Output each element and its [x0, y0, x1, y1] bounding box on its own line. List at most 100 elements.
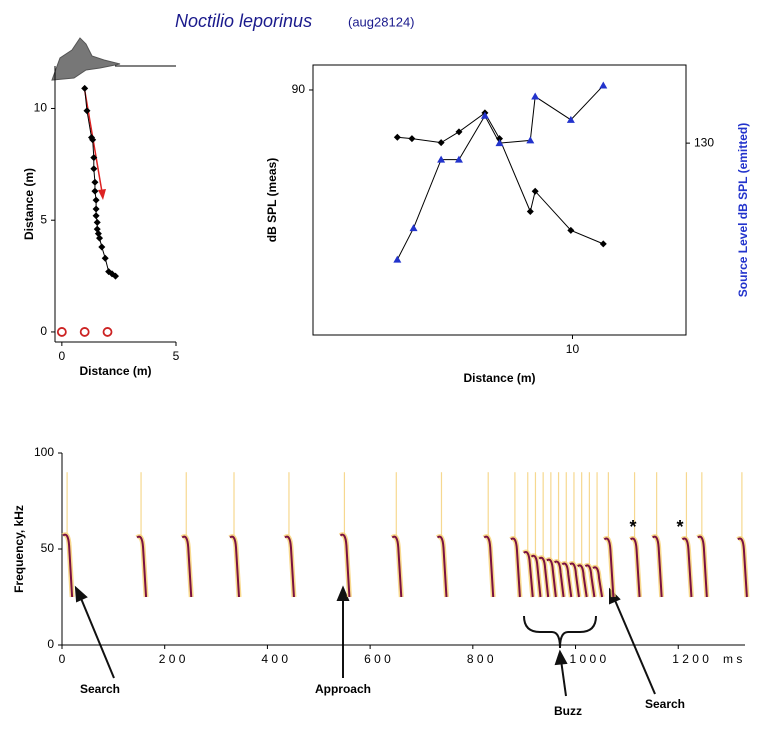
point [531, 187, 539, 195]
x-tick-label: 0 [59, 349, 66, 363]
point [409, 224, 418, 232]
x-tick-label: 1 2 0 0 [672, 652, 709, 666]
x-tick-label: 8 0 0 [467, 652, 494, 666]
point [91, 187, 99, 195]
call [546, 558, 557, 598]
point [437, 139, 445, 147]
buzz-brace [523, 615, 597, 649]
x-tick-label: 5 [173, 349, 180, 363]
arrow-head [554, 649, 568, 666]
call [181, 535, 193, 598]
call [592, 566, 604, 598]
x-axis-label: Distance (m) [463, 371, 535, 385]
point [495, 139, 504, 147]
point [112, 272, 119, 280]
y-tick-label: 5 [40, 212, 47, 226]
call [483, 535, 495, 598]
arrow [613, 597, 656, 695]
call [569, 562, 580, 598]
call [339, 533, 351, 598]
point [480, 111, 489, 119]
y-tick-label: 100 [34, 445, 54, 459]
call [681, 537, 693, 598]
arrow-head [74, 585, 88, 603]
call [561, 562, 573, 598]
point [79, 327, 90, 337]
call [510, 537, 521, 598]
x-tick-label: 0 [59, 652, 66, 666]
point [437, 155, 446, 163]
y2-tick-label: 130 [694, 135, 714, 149]
y-tick-label: 0 [47, 637, 54, 651]
call [523, 550, 534, 598]
y-tick-label: 90 [292, 82, 306, 96]
point [526, 207, 534, 215]
annotation: * [629, 517, 636, 537]
point [83, 107, 91, 115]
call [284, 535, 295, 598]
point [90, 165, 98, 173]
subtitle: (aug28124) [348, 14, 415, 29]
arrow [560, 659, 567, 697]
point [101, 254, 109, 262]
x-tick-label: 2 0 0 [159, 652, 186, 666]
point [98, 243, 106, 251]
y-axis-label: dB SPL (meas) [265, 158, 279, 242]
x-unit: m s [723, 652, 742, 666]
point [56, 327, 67, 337]
annotation: Search [80, 682, 120, 696]
point [567, 226, 575, 234]
y-axis-label: Distance (m) [22, 168, 36, 240]
series-line [397, 112, 604, 245]
call [136, 535, 148, 598]
point [92, 212, 100, 220]
point [90, 154, 98, 162]
arrow-head [336, 585, 350, 601]
title: Noctilio leporinus [175, 11, 312, 31]
x-tick-label: 6 0 0 [364, 652, 391, 666]
y-tick-label: 10 [34, 101, 48, 115]
y-axis-label: Frequency, kHz [12, 505, 26, 593]
point [102, 327, 113, 337]
y-tick-label: 0 [40, 324, 47, 338]
annotation: Approach [315, 682, 371, 696]
point [526, 136, 535, 144]
point [81, 84, 89, 92]
call [652, 535, 663, 598]
call [391, 535, 403, 598]
point [92, 196, 100, 204]
annotation: * [676, 517, 683, 537]
point [92, 205, 100, 213]
point [96, 234, 104, 242]
call [62, 533, 74, 598]
x-tick-label: 10 [566, 342, 580, 356]
point [599, 240, 607, 248]
call [584, 564, 596, 598]
plot-frame [312, 64, 687, 336]
point [566, 115, 575, 123]
arrow [79, 595, 115, 679]
point [89, 136, 97, 144]
point [454, 155, 463, 163]
call [603, 537, 615, 598]
call [538, 556, 550, 598]
series-line [396, 85, 604, 260]
call [553, 560, 565, 598]
point [393, 133, 401, 141]
call [530, 554, 542, 598]
x-tick-label: 1 0 0 0 [570, 652, 607, 666]
call [697, 535, 708, 598]
y-tick-label: 50 [41, 541, 55, 555]
point [408, 135, 416, 143]
call [737, 537, 748, 598]
point [393, 255, 402, 263]
point [93, 218, 101, 226]
annotation: Buzz [554, 704, 582, 718]
point [455, 128, 463, 136]
annotation-arrows [74, 585, 656, 697]
call [629, 537, 641, 598]
arrow-head [98, 189, 106, 200]
x-tick-label: 4 0 0 [261, 652, 288, 666]
call [229, 535, 241, 598]
call [436, 535, 448, 598]
